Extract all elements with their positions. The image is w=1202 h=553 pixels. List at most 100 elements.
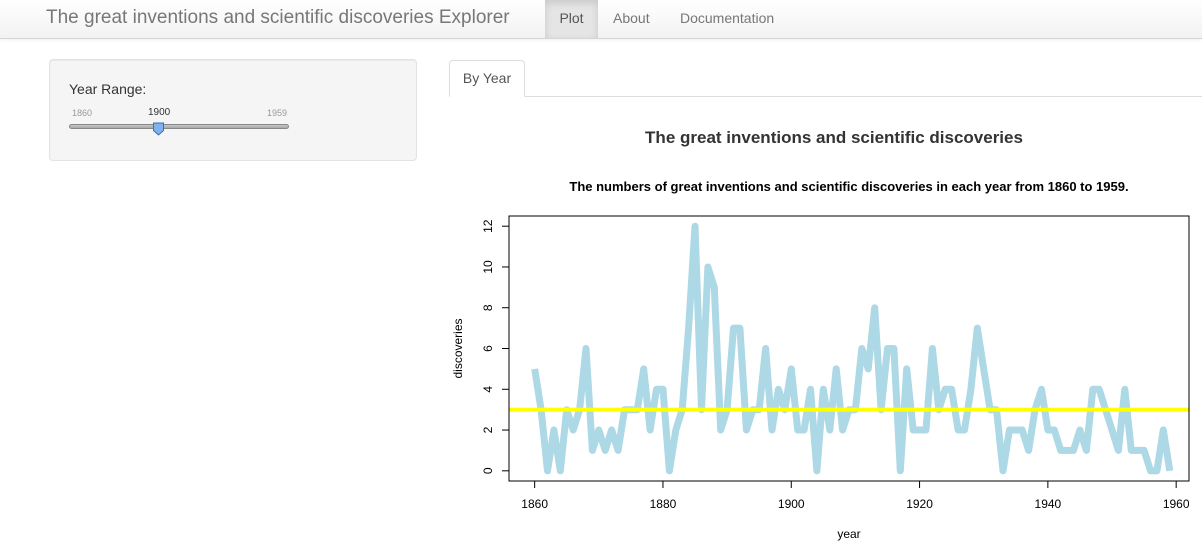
data-point xyxy=(836,368,837,369)
nav-item-plot[interactable]: Plot xyxy=(545,0,598,38)
chart-title: The great inventions and scientific disc… xyxy=(645,128,1023,147)
y-tick-label: 6 xyxy=(481,345,495,352)
y-tick-label: 8 xyxy=(481,304,495,311)
data-point xyxy=(1079,430,1080,431)
data-point xyxy=(746,430,747,431)
data-point xyxy=(611,430,612,431)
data-point xyxy=(1015,430,1016,431)
data-point xyxy=(1022,430,1023,431)
data-point xyxy=(573,430,574,431)
data-point xyxy=(714,287,715,288)
data-point xyxy=(958,430,959,431)
data-point xyxy=(1060,450,1061,451)
tab-by-year[interactable]: By Year xyxy=(449,60,525,97)
data-point xyxy=(695,226,696,227)
data-point xyxy=(1009,430,1010,431)
data-point xyxy=(598,430,599,431)
sidebar-panel: Year Range: 1860 1900 1959 xyxy=(49,59,417,161)
data-point xyxy=(906,368,907,369)
data-point xyxy=(861,348,862,349)
data-point xyxy=(1047,430,1048,431)
data-point xyxy=(662,389,663,390)
data-point xyxy=(650,430,651,431)
data-point xyxy=(585,348,586,349)
data-point xyxy=(900,470,901,471)
data-point xyxy=(945,389,946,390)
data-point xyxy=(829,430,830,431)
data-point xyxy=(1112,430,1113,431)
data-point xyxy=(656,389,657,390)
x-axis-label: year xyxy=(837,527,860,541)
data-point xyxy=(605,450,606,451)
slider-min-label: 1860 xyxy=(72,108,93,118)
data-point xyxy=(547,470,548,471)
data-point xyxy=(733,328,734,329)
data-point xyxy=(964,430,965,431)
data-point xyxy=(1150,470,1151,471)
data-point xyxy=(1137,450,1138,451)
discoveries-series-line xyxy=(531,222,1174,475)
slider-value-label: 1900 xyxy=(148,107,171,118)
discoveries-chart: The great inventions and scientific disc… xyxy=(451,128,1190,541)
data-point xyxy=(951,389,952,390)
x-tick-label: 1900 xyxy=(778,497,805,511)
data-point xyxy=(1099,389,1100,390)
y-tick-label: 2 xyxy=(481,426,495,433)
data-point xyxy=(1067,450,1068,451)
tab-bar: By Year xyxy=(449,60,1202,97)
data-point xyxy=(1118,450,1119,451)
x-tick-label: 1880 xyxy=(650,497,677,511)
data-point xyxy=(618,450,619,451)
data-point xyxy=(688,328,689,329)
data-point xyxy=(772,430,773,431)
data-point xyxy=(1028,450,1029,451)
data-point xyxy=(1073,450,1074,451)
x-tick-label: 1940 xyxy=(1035,497,1062,511)
data-point xyxy=(778,389,779,390)
nav-item-about[interactable]: About xyxy=(613,10,650,26)
data-point xyxy=(887,348,888,349)
data-point xyxy=(874,307,875,308)
slider-handle[interactable] xyxy=(152,122,165,136)
data-point xyxy=(925,430,926,431)
navbar-brand[interactable]: The great inventions and scientific disc… xyxy=(46,7,510,28)
data-point xyxy=(643,368,644,369)
navbar: The great inventions and scientific disc… xyxy=(0,0,1202,39)
data-point xyxy=(842,430,843,431)
data-point xyxy=(868,368,869,369)
y-axis-label: discoveries xyxy=(451,318,465,378)
data-point xyxy=(1156,470,1157,471)
data-point xyxy=(1144,450,1145,451)
data-point xyxy=(592,450,593,451)
slider-track[interactable] xyxy=(69,124,289,129)
data-point xyxy=(553,430,554,431)
data-point xyxy=(977,328,978,329)
data-point xyxy=(913,430,914,431)
data-point xyxy=(983,368,984,369)
data-point xyxy=(765,348,766,349)
data-point xyxy=(534,368,535,369)
y-tick-label: 10 xyxy=(481,260,495,274)
data-point xyxy=(1041,389,1042,390)
data-point xyxy=(1054,430,1055,431)
data-point xyxy=(919,430,920,431)
nav-item-documentation[interactable]: Documentation xyxy=(680,10,775,26)
data-point xyxy=(1131,450,1132,451)
data-point xyxy=(804,430,805,431)
data-point xyxy=(970,389,971,390)
data-point xyxy=(675,430,676,431)
x-tick-label: 1860 xyxy=(521,497,548,511)
data-point xyxy=(810,389,811,390)
data-point xyxy=(816,470,817,471)
data-point xyxy=(720,430,721,431)
data-point xyxy=(1086,450,1087,451)
x-tick-label: 1960 xyxy=(1163,497,1190,511)
slider-max-label: 1959 xyxy=(267,108,288,118)
y-tick-label: 4 xyxy=(481,386,495,393)
data-point xyxy=(797,430,798,431)
data-point xyxy=(932,348,933,349)
data-point xyxy=(1092,389,1093,390)
year-range-label: Year Range: xyxy=(69,81,147,97)
y-tick-label: 12 xyxy=(481,219,495,233)
chart-subtitle: The numbers of great inventions and scie… xyxy=(569,179,1128,194)
